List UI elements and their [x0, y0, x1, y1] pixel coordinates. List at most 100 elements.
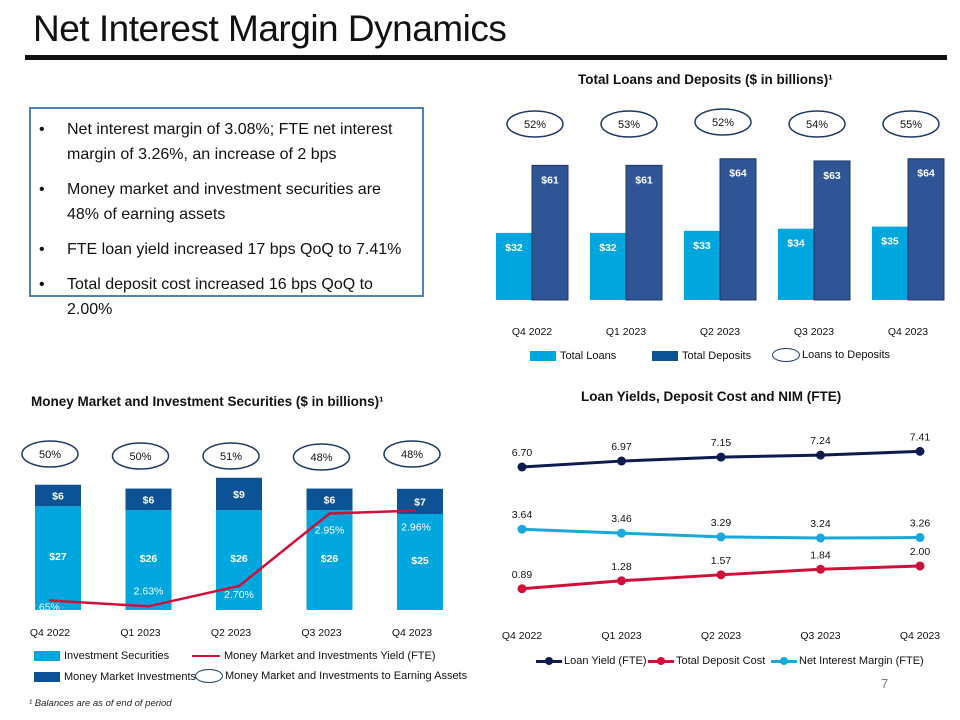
legend-total-deposits: Total Deposits: [652, 350, 751, 362]
legend-swatch: [652, 351, 678, 361]
x-tick-label: Q3 2023: [800, 630, 840, 642]
bullet-icon: •: [39, 121, 45, 138]
data-point: [816, 450, 825, 460]
line-mm-yield: [48, 509, 417, 608]
bar-total-deposits: [531, 164, 569, 301]
ratio-label: 53%: [618, 119, 640, 131]
legend-label: Total Loans: [560, 350, 617, 362]
data-point: [617, 456, 626, 466]
ratio-label: 54%: [806, 119, 828, 131]
data-label-money-market: $7: [414, 496, 426, 508]
bullet-icon: •: [39, 241, 45, 258]
legend-money-market: Money Market Investments: [34, 671, 196, 683]
highlight-text: FTE loan yield increased 17 bps QoQ to 7…: [67, 241, 402, 258]
data-point: [617, 576, 626, 586]
data-label-yield: 2.63%: [134, 585, 164, 597]
ratio-oval: [694, 108, 752, 136]
data-label-yield: 2.95%: [315, 525, 345, 537]
data-point: [816, 564, 825, 574]
highlight-text: Net interest margin of 3.08%; FTE net in…: [67, 121, 393, 163]
highlight-item: • Total deposit cost increased 16 bps QoQ…: [37, 272, 416, 322]
bar-investment-securities: [35, 506, 81, 610]
data-label: 7.41: [910, 431, 931, 443]
highlight-item: • FTE loan yield increased 17 bps QoQ to …: [37, 237, 416, 262]
ratio-oval: [788, 110, 846, 138]
data-label: 3.24: [810, 518, 831, 530]
bar-total-deposits: [813, 160, 851, 301]
ratio-oval: [202, 442, 260, 470]
highlight-item: • Money market and investment securities …: [37, 177, 416, 227]
legend-mm-yield: Money Market and Investments Yield (FTE): [192, 650, 436, 662]
ratio-label: 50%: [39, 449, 61, 461]
data-label-investments: $26: [321, 553, 339, 565]
legend-label: Total Deposit Cost: [676, 655, 766, 667]
data-label-investments: $26: [230, 553, 248, 565]
data-label-yield: 2.70%: [224, 589, 254, 601]
legend-investment-securities: Investment Securities: [34, 650, 169, 662]
data-label: 1.57: [711, 555, 732, 567]
bar-investment-securities: [397, 514, 443, 610]
data-label-deposits: $64: [729, 168, 747, 180]
bar-total-loans: [872, 226, 908, 300]
data-label: 2.00: [910, 546, 931, 558]
title-divider: [25, 55, 947, 60]
data-point: [517, 584, 527, 594]
data-label-money-market: $6: [143, 494, 155, 506]
highlight-item: • Net interest margin of 3.08%; FTE net i…: [37, 117, 416, 167]
data-label: 3.29: [711, 517, 732, 529]
yields-chart-title: Loan Yields, Deposit Cost and NIM (FTE): [581, 389, 842, 404]
data-point: [915, 533, 925, 543]
data-point: [517, 462, 527, 472]
legend-label: Investment Securities: [64, 650, 170, 662]
data-label-loans: $34: [787, 238, 805, 250]
page-title: Net Interest Margin Dynamics: [33, 8, 507, 49]
bar-investment-securities: [216, 510, 262, 610]
oval-icon: [772, 348, 800, 362]
bar-total-loans: [590, 232, 626, 300]
data-label: 1.28: [611, 561, 632, 573]
legend-label: Loans to Deposits: [802, 349, 891, 361]
legend-label: Net Interest Margin (FTE): [799, 655, 924, 667]
bar-money-market: [306, 488, 353, 511]
data-label-money-market: $6: [324, 494, 336, 506]
legend-swatch: [530, 351, 556, 361]
x-tick-label: Q4 2023: [900, 630, 940, 642]
legend-label: Money Market and Investments to Earning …: [225, 670, 468, 682]
x-tick-label: Q4 2023: [888, 326, 928, 338]
data-point: [617, 528, 626, 538]
data-label: 6.97: [611, 441, 632, 453]
x-tick-label: Q2 2023: [211, 627, 251, 639]
data-label-loans: $32: [599, 242, 617, 254]
ratio-oval: [383, 440, 441, 468]
data-point: [716, 570, 726, 580]
data-label-deposits: $64: [917, 168, 935, 180]
data-label: 7.24: [810, 435, 831, 447]
legend-mm-to-earning-assets: Money Market and Investments to Earning …: [195, 669, 467, 683]
data-label-deposits: $61: [635, 174, 653, 186]
ratio-oval: [292, 443, 351, 471]
bar-money-market: [216, 477, 262, 511]
line-marker-icon: [648, 656, 674, 666]
loans-deposits-chart: $32 $61 Q4 2022 52% $32 $61 Q1 2023 53% $33 $64 Q2…: [496, 108, 945, 338]
legend-swatch: [34, 651, 60, 661]
data-label-investments: $27: [49, 551, 67, 563]
data-point: [816, 533, 825, 543]
ratio-label: 48%: [310, 452, 332, 464]
data-label-investments: $26: [140, 553, 158, 565]
x-tick-label: Q4 2022: [502, 630, 542, 642]
bullet-icon: •: [39, 276, 45, 293]
bar-total-loans: [778, 228, 814, 300]
data-label: 3.64: [512, 509, 533, 521]
data-label-loans: $33: [693, 240, 711, 252]
mm-investments-chart-title: Money Market and Investment Securities (…: [31, 394, 384, 409]
line-marker-icon: [536, 656, 562, 666]
ratio-oval: [882, 110, 940, 138]
highlight-text: Total deposit cost increased 16 bps QoQ …: [67, 276, 373, 318]
bullet-icon: •: [39, 181, 45, 198]
data-label-money-market: $6: [52, 491, 64, 503]
data-label-loans: $35: [881, 236, 899, 248]
legend-nim: Net Interest Margin (FTE): [771, 655, 924, 667]
x-tick-label: Q1 2023: [120, 627, 160, 639]
legend-label: Loan Yield (FTE): [564, 655, 647, 667]
data-point: [915, 446, 925, 456]
